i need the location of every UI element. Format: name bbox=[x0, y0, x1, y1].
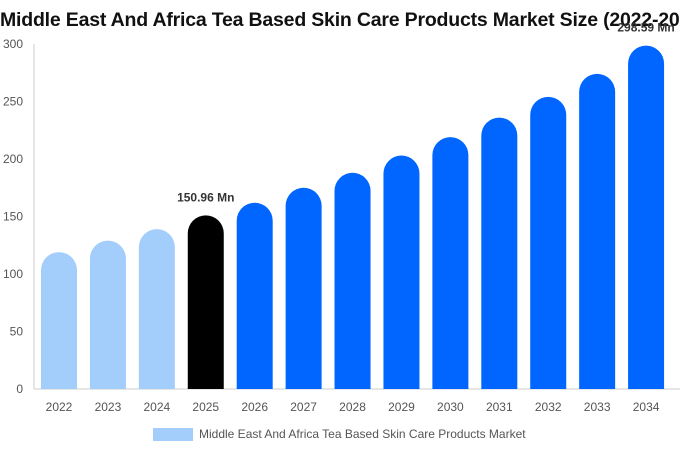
x-tick-label: 2029 bbox=[388, 400, 415, 414]
bar-2029 bbox=[383, 155, 420, 389]
y-tick-label: 50 bbox=[10, 325, 24, 339]
y-tick-label: 0 bbox=[16, 382, 23, 396]
x-tick-label: 2022 bbox=[46, 400, 73, 414]
bar-2030 bbox=[432, 137, 469, 389]
x-axis-ticks: 2022 2023 2024 2025 2026 2027 2028 2029 2030 2031… bbox=[46, 400, 660, 414]
data-labels-group: 150.96 Mn 298.59 Mn bbox=[177, 21, 675, 205]
bar-2032 bbox=[530, 96, 567, 389]
x-tick-label: 2025 bbox=[192, 400, 219, 414]
bars-group bbox=[41, 45, 665, 390]
y-axis-ticks: 0 50 100 150 200 250 300 bbox=[3, 37, 23, 396]
chart-title: Middle East And Africa Tea Based Skin Ca… bbox=[0, 9, 680, 31]
y-tick-label: 150 bbox=[3, 210, 23, 224]
legend: Middle East And Africa Tea Based Skin Ca… bbox=[153, 426, 526, 442]
x-tick-label: 2028 bbox=[339, 400, 366, 414]
legend-swatch bbox=[153, 427, 193, 441]
data-label: 150.96 Mn bbox=[177, 190, 234, 204]
x-tick-label: 2030 bbox=[437, 400, 464, 414]
x-tick-label: 2033 bbox=[584, 400, 611, 414]
y-tick-label: 250 bbox=[3, 95, 23, 109]
data-label: 298.59 Mn bbox=[617, 21, 674, 35]
bar-2026 bbox=[236, 202, 273, 389]
bar-2028 bbox=[334, 172, 371, 389]
x-tick-label: 2023 bbox=[95, 400, 122, 414]
x-tick-label: 2027 bbox=[290, 400, 317, 414]
x-tick-label: 2034 bbox=[633, 400, 660, 414]
legend-label: Middle East And Africa Tea Based Skin Ca… bbox=[199, 427, 526, 441]
bar-2022 bbox=[41, 252, 77, 389]
y-tick-label: 200 bbox=[3, 152, 23, 166]
x-tick-label: 2024 bbox=[143, 400, 170, 414]
bar-2025 bbox=[187, 215, 224, 389]
bar-2024 bbox=[138, 229, 175, 389]
x-tick-label: 2032 bbox=[535, 400, 562, 414]
y-tick-label: 100 bbox=[3, 267, 23, 281]
bar-2023 bbox=[89, 240, 126, 389]
x-tick-label: 2031 bbox=[486, 400, 513, 414]
bar-2033 bbox=[579, 73, 616, 390]
x-tick-label: 2026 bbox=[241, 400, 268, 414]
bar-2031 bbox=[481, 117, 518, 389]
y-tick-label: 300 bbox=[3, 37, 23, 51]
bar-2027 bbox=[285, 187, 322, 389]
bar-2034 bbox=[628, 45, 665, 390]
